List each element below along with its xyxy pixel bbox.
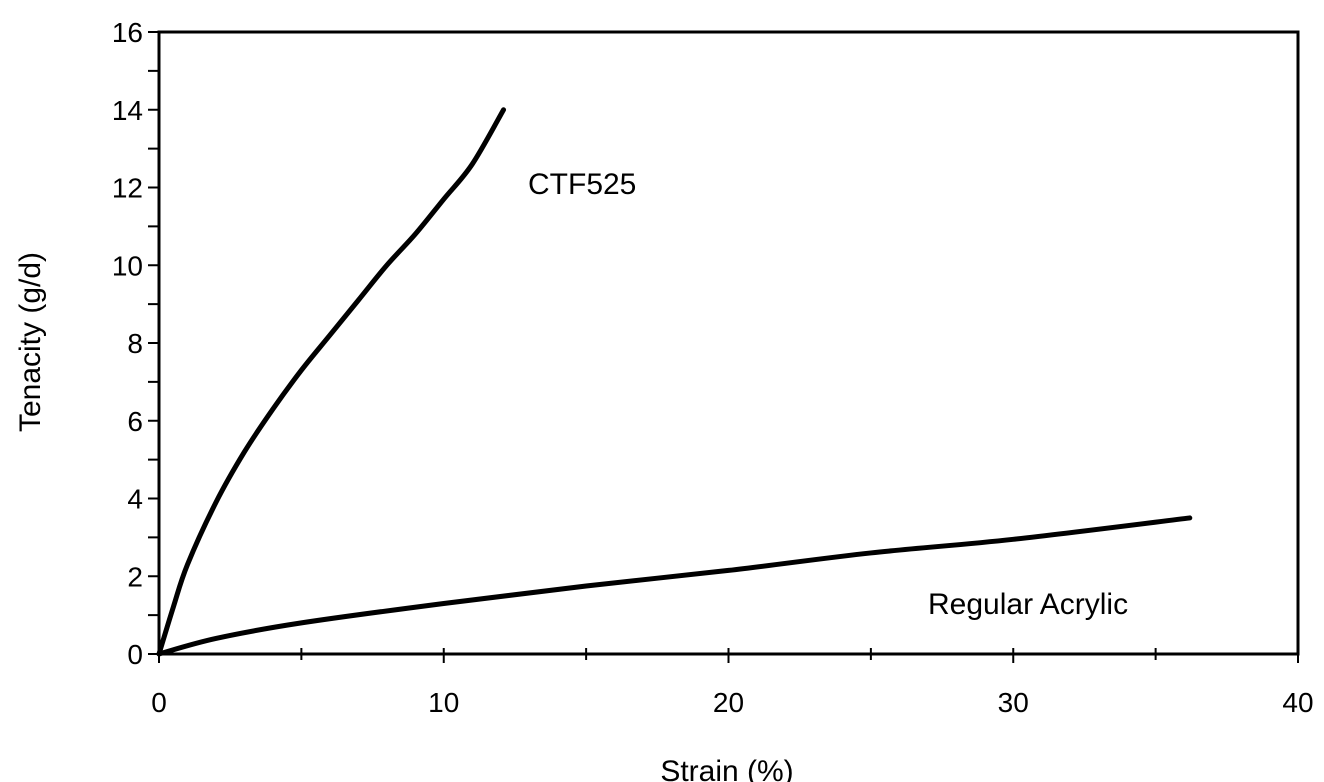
- y-tick-label: 12: [112, 173, 143, 204]
- series-line-0: [156, 107, 507, 657]
- plot-frame: [157, 30, 1300, 656]
- x-tick-label: 20: [713, 687, 744, 718]
- y-tick-label: 4: [127, 484, 143, 515]
- series-label-ctf525: CTF525: [528, 168, 636, 201]
- y-tick-label: 0: [127, 639, 143, 670]
- y-tick-label: 14: [112, 95, 143, 126]
- x-tick-label: 10: [428, 687, 459, 718]
- x-tick-label: 0: [151, 687, 167, 718]
- axes: 0 2 4 6 8 10 12 14 16 0 10 20 30 40: [112, 17, 1314, 718]
- y-tick-label: 6: [127, 406, 143, 437]
- series-label-regular-acrylic: Regular Acrylic: [928, 588, 1128, 621]
- series-layer: [156, 107, 1193, 657]
- y-tick-label: 10: [112, 250, 143, 281]
- y-tick-label: 16: [112, 17, 143, 48]
- y-axis-title: Tenacity (g/d): [14, 252, 47, 432]
- series-line-1: [156, 515, 1193, 657]
- x-tick-label: 30: [998, 687, 1029, 718]
- y-tick-label: 2: [127, 561, 143, 592]
- x-axis-title: Strain (%): [660, 755, 793, 782]
- x-tick-label: 40: [1282, 687, 1313, 718]
- y-tick-label: 8: [127, 328, 143, 359]
